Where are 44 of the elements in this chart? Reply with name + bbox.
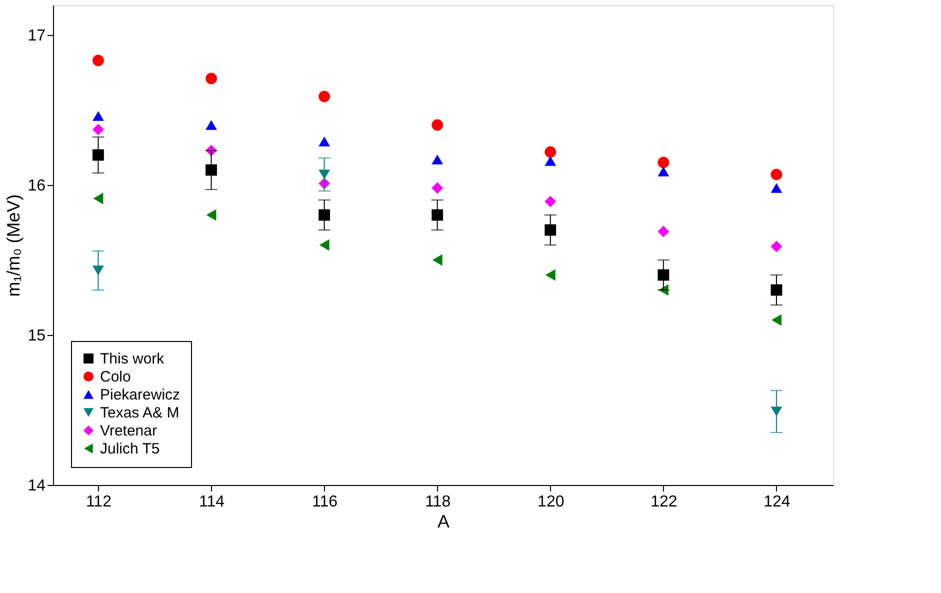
point xyxy=(770,168,782,180)
point xyxy=(772,314,782,326)
x-tick-label: 118 xyxy=(425,494,451,510)
legend-label: Texas A& M xyxy=(100,404,180,422)
x-tick-label: 112 xyxy=(86,494,112,510)
x-tick-label: 122 xyxy=(650,494,678,510)
point xyxy=(432,254,442,266)
point xyxy=(544,196,556,208)
point xyxy=(545,269,556,281)
point xyxy=(544,156,556,166)
x-tick-label: 114 xyxy=(199,494,225,510)
point xyxy=(206,72,217,84)
point xyxy=(432,182,444,194)
x-tick-label: 120 xyxy=(538,494,564,510)
legend-label: This work xyxy=(100,350,165,368)
point xyxy=(432,119,444,131)
point xyxy=(318,90,330,102)
point xyxy=(658,166,670,176)
y-tick-label: 16 xyxy=(28,178,46,194)
y-tick-label: 15 xyxy=(28,328,46,344)
legend-label: Julich T5 xyxy=(100,440,160,458)
y-axis-title: m₁/m₀ (MeV) xyxy=(4,194,24,297)
legend-label: Vretenar xyxy=(100,422,157,440)
legend-label: Piekarewicz xyxy=(100,386,180,404)
point xyxy=(432,154,444,164)
x-tick-label: 116 xyxy=(312,494,338,510)
y-tick-label: 14 xyxy=(28,478,46,494)
point xyxy=(658,156,670,168)
point xyxy=(544,146,556,158)
point xyxy=(318,136,330,146)
point xyxy=(319,239,330,251)
point xyxy=(206,209,216,221)
point xyxy=(206,120,217,130)
point xyxy=(92,124,104,136)
y-tick-label: 17 xyxy=(28,28,46,44)
point xyxy=(93,192,104,204)
point xyxy=(92,111,104,121)
point xyxy=(770,183,782,193)
point xyxy=(770,240,782,252)
x-tick-label: 124 xyxy=(764,494,790,510)
point xyxy=(658,226,670,238)
point xyxy=(92,54,104,66)
x-axis-title: A xyxy=(437,512,450,532)
legend-label: Colo xyxy=(100,368,131,386)
